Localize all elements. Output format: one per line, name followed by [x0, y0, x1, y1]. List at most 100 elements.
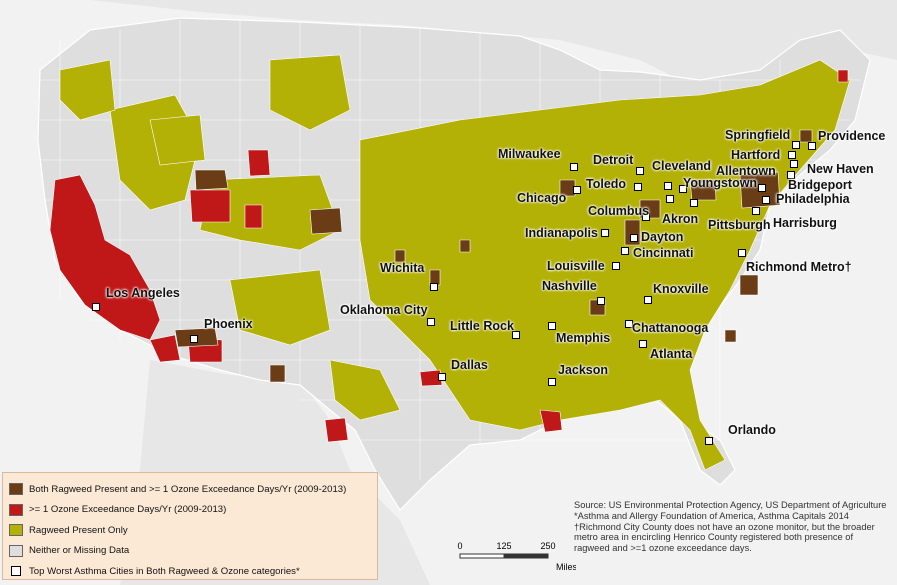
city-label-orlando: Orlando: [728, 423, 776, 437]
city-label-philadelphia: Philadelphia: [776, 192, 850, 206]
city-marker-phoenix[interactable]: [190, 335, 198, 343]
city-marker-cincinnati[interactable]: [621, 247, 629, 255]
source-line: Source: US Environmental Protection Agen…: [574, 500, 887, 510]
city-label-memphis: Memphis: [556, 331, 611, 345]
city-marker-jackson[interactable]: [548, 378, 556, 386]
city-marker-los-angeles[interactable]: [92, 303, 100, 311]
city-marker-bridgeport[interactable]: [787, 171, 795, 179]
scale-unit: Miles: [556, 562, 576, 572]
legend-marker-icon: [11, 566, 21, 577]
city-marker-louisville[interactable]: [612, 262, 620, 270]
city-marker-dallas[interactable]: [438, 373, 446, 381]
city-marker-providence[interactable]: [808, 142, 816, 150]
scale-tick-0: 0: [457, 541, 462, 551]
city-marker-youngstown[interactable]: [679, 185, 687, 193]
city-label-new-haven: New Haven: [807, 162, 874, 176]
city-marker-milwaukee[interactable]: [570, 163, 578, 171]
city-label-jackson: Jackson: [558, 363, 609, 377]
city-marker-atlanta[interactable]: [639, 340, 647, 348]
legend-label-ragweed: Ragweed Present Only: [29, 524, 128, 536]
city-marker-indianapolis[interactable]: [601, 229, 609, 237]
legend-item-city-marker: Top Worst Asthma Cities in Both Ragweed …: [9, 561, 371, 582]
city-marker-memphis[interactable]: [548, 322, 556, 330]
city-marker-springfield[interactable]: [792, 141, 800, 149]
scale-bar-graphic: 0 125 250 Miles: [457, 541, 577, 572]
city-label-richmond-metro: Richmond Metro†: [746, 260, 852, 274]
legend-label-both: Both Ragweed Present and >= 1 Ozone Exce…: [29, 483, 347, 495]
legend-swatch-both: [9, 483, 23, 496]
city-label-chattanooga: Chattanooga: [632, 321, 709, 335]
city-marker-columbus[interactable]: [642, 213, 650, 221]
city-marker-knoxville[interactable]: [644, 296, 652, 304]
source-notes: Source: US Environmental Protection Agen…: [574, 500, 890, 554]
city-marker-cleveland[interactable]: [664, 182, 672, 190]
city-marker-philadelphia[interactable]: [762, 196, 770, 204]
city-label-cincinnati: Cincinnati: [633, 246, 694, 260]
city-marker-orlando[interactable]: [705, 437, 713, 445]
city-label-dayton: Dayton: [641, 230, 684, 244]
city-marker-toledo[interactable]: [634, 183, 642, 191]
city-label-akron: Akron: [662, 212, 699, 226]
legend-swatch-ozone: [9, 503, 23, 516]
legend-swatch-neither: [9, 544, 23, 557]
legend-item-both: Both Ragweed Present and >= 1 Ozone Exce…: [9, 479, 371, 500]
city-label-louisville: Louisville: [547, 259, 605, 273]
city-label-little-rock: Little Rock: [450, 319, 514, 333]
city-label-toledo: Toledo: [586, 177, 627, 191]
city-label-harrisburg: Harrisburg: [773, 216, 837, 230]
city-label-providence: Providence: [818, 129, 886, 143]
city-label-indianapolis: Indianapolis: [525, 226, 598, 240]
city-marker-chattanooga[interactable]: [625, 320, 633, 328]
legend-item-ozone: >= 1 Ozone Exceedance Days/Yr (2009-2013…: [9, 500, 371, 521]
city-marker-wichita[interactable]: [430, 283, 438, 291]
canada-land: [0, 0, 897, 95]
city-label-los-angeles: Los Angeles: [106, 286, 180, 300]
city-marker-nashville[interactable]: [597, 297, 605, 305]
city-label-bridgeport: Bridgeport: [788, 178, 852, 192]
city-label-chicago: Chicago: [517, 191, 567, 205]
city-label-cleveland: Cleveland: [652, 159, 712, 173]
city-label-pittsburgh: Pittsburgh: [708, 218, 771, 232]
city-marker-little-rock[interactable]: [512, 331, 520, 339]
city-label-oklahoma-city: Oklahoma City: [340, 303, 428, 317]
legend-label-ozone: >= 1 Ozone Exceedance Days/Yr (2009-2013…: [29, 504, 227, 516]
legend-label-marker: Top Worst Asthma Cities in Both Ragweed …: [29, 565, 300, 577]
ragweed-regions: [59, 54, 851, 471]
city-marker-akron[interactable]: [666, 195, 674, 203]
city-label-allentown: Allentown: [716, 164, 776, 178]
city-label-youngstown: Youngstown: [683, 176, 758, 190]
city-marker-detroit[interactable]: [636, 167, 644, 175]
city-marker-richmond-metro[interactable]: [738, 249, 746, 257]
map-legend: Both Ragweed Present and >= 1 Ozone Exce…: [2, 472, 378, 580]
legend-label-neither: Neither or Missing Data: [29, 545, 130, 557]
city-label-phoenix: Phoenix: [204, 317, 253, 331]
city-marker-chicago[interactable]: [573, 186, 581, 194]
scale-tick-125: 125: [496, 541, 511, 551]
city-marker-allentown[interactable]: [758, 184, 766, 192]
city-label-dallas: Dallas: [451, 358, 488, 372]
city-label-nashville: Nashville: [542, 279, 597, 293]
legend-swatch-ragweed: [9, 524, 23, 537]
city-marker-harrisburg[interactable]: [752, 207, 760, 215]
scale-bar: 0 125 250 Miles: [456, 540, 577, 580]
city-marker-new-haven[interactable]: [790, 160, 798, 168]
city-label-wichita: Wichita: [380, 261, 425, 275]
city-marker-dayton[interactable]: [630, 234, 638, 242]
city-marker-pittsburgh[interactable]: [690, 199, 698, 207]
city-label-hartford: Hartford: [731, 148, 781, 162]
city-label-milwaukee: Milwaukee: [498, 147, 561, 161]
richmond-note: †Richmond City County does not have an o…: [574, 521, 875, 554]
city-marker-oklahoma-city[interactable]: [427, 318, 435, 326]
scale-tick-250: 250: [540, 541, 555, 551]
city-label-columbus: Columbus: [588, 204, 650, 218]
scale-segment-1: [459, 553, 505, 559]
scale-segment-2: [503, 553, 549, 559]
asthma-note: *Asthma and Allergy Foundation of Americ…: [574, 510, 849, 521]
legend-item-ragweed: Ragweed Present Only: [9, 520, 371, 541]
city-label-atlanta: Atlanta: [650, 347, 693, 361]
city-marker-hartford[interactable]: [788, 151, 796, 159]
city-label-springfield: Springfield: [725, 128, 791, 142]
legend-item-neither: Neither or Missing Data: [9, 541, 371, 562]
